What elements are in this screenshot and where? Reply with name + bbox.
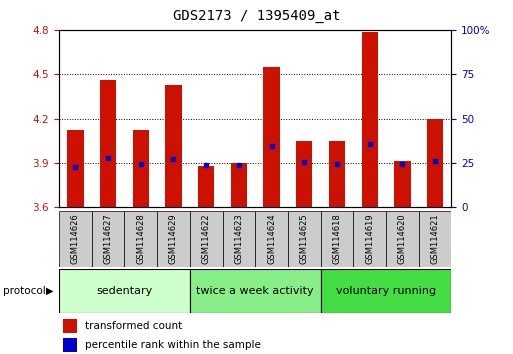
Text: GSM114620: GSM114620 — [398, 213, 407, 264]
Text: GSM114622: GSM114622 — [202, 213, 211, 264]
Bar — [329, 141, 345, 207]
Text: GSM114624: GSM114624 — [267, 213, 276, 264]
Text: GSM114621: GSM114621 — [430, 213, 440, 264]
Text: twice a week activity: twice a week activity — [196, 286, 314, 296]
Text: GSM114623: GSM114623 — [234, 213, 243, 264]
Text: GSM114629: GSM114629 — [169, 213, 178, 264]
Bar — [296, 141, 312, 207]
Text: GSM114628: GSM114628 — [136, 213, 145, 264]
Bar — [157, 211, 190, 267]
Bar — [92, 211, 125, 267]
Bar — [59, 269, 190, 313]
Bar — [165, 85, 182, 207]
Bar — [100, 80, 116, 207]
Bar — [231, 163, 247, 207]
Text: GSM114627: GSM114627 — [104, 213, 112, 264]
Bar — [63, 338, 76, 352]
Bar — [427, 119, 443, 207]
Bar — [124, 211, 157, 267]
Text: percentile rank within the sample: percentile rank within the sample — [85, 341, 261, 350]
Text: GSM114619: GSM114619 — [365, 213, 374, 264]
Text: ▶: ▶ — [46, 286, 54, 296]
Bar — [190, 211, 223, 267]
Bar — [386, 211, 419, 267]
Bar — [255, 211, 288, 267]
Text: GDS2173 / 1395409_at: GDS2173 / 1395409_at — [173, 9, 340, 23]
Text: transformed count: transformed count — [85, 321, 182, 331]
Bar — [394, 161, 410, 207]
Text: GSM114625: GSM114625 — [300, 213, 309, 264]
Bar — [321, 211, 353, 267]
Bar — [223, 211, 255, 267]
Text: GSM114618: GSM114618 — [332, 213, 342, 264]
Text: sedentary: sedentary — [96, 286, 152, 296]
Bar — [353, 211, 386, 267]
Text: protocol: protocol — [3, 286, 45, 296]
Bar — [419, 211, 451, 267]
Bar — [362, 32, 378, 207]
Bar — [59, 211, 92, 267]
Bar — [63, 319, 76, 333]
Text: voluntary running: voluntary running — [336, 286, 436, 296]
Bar — [288, 211, 321, 267]
Bar — [132, 130, 149, 207]
Bar — [67, 130, 84, 207]
Text: GSM114626: GSM114626 — [71, 213, 80, 264]
Bar — [263, 67, 280, 207]
Bar — [198, 166, 214, 207]
Bar — [190, 269, 321, 313]
Bar — [321, 269, 451, 313]
